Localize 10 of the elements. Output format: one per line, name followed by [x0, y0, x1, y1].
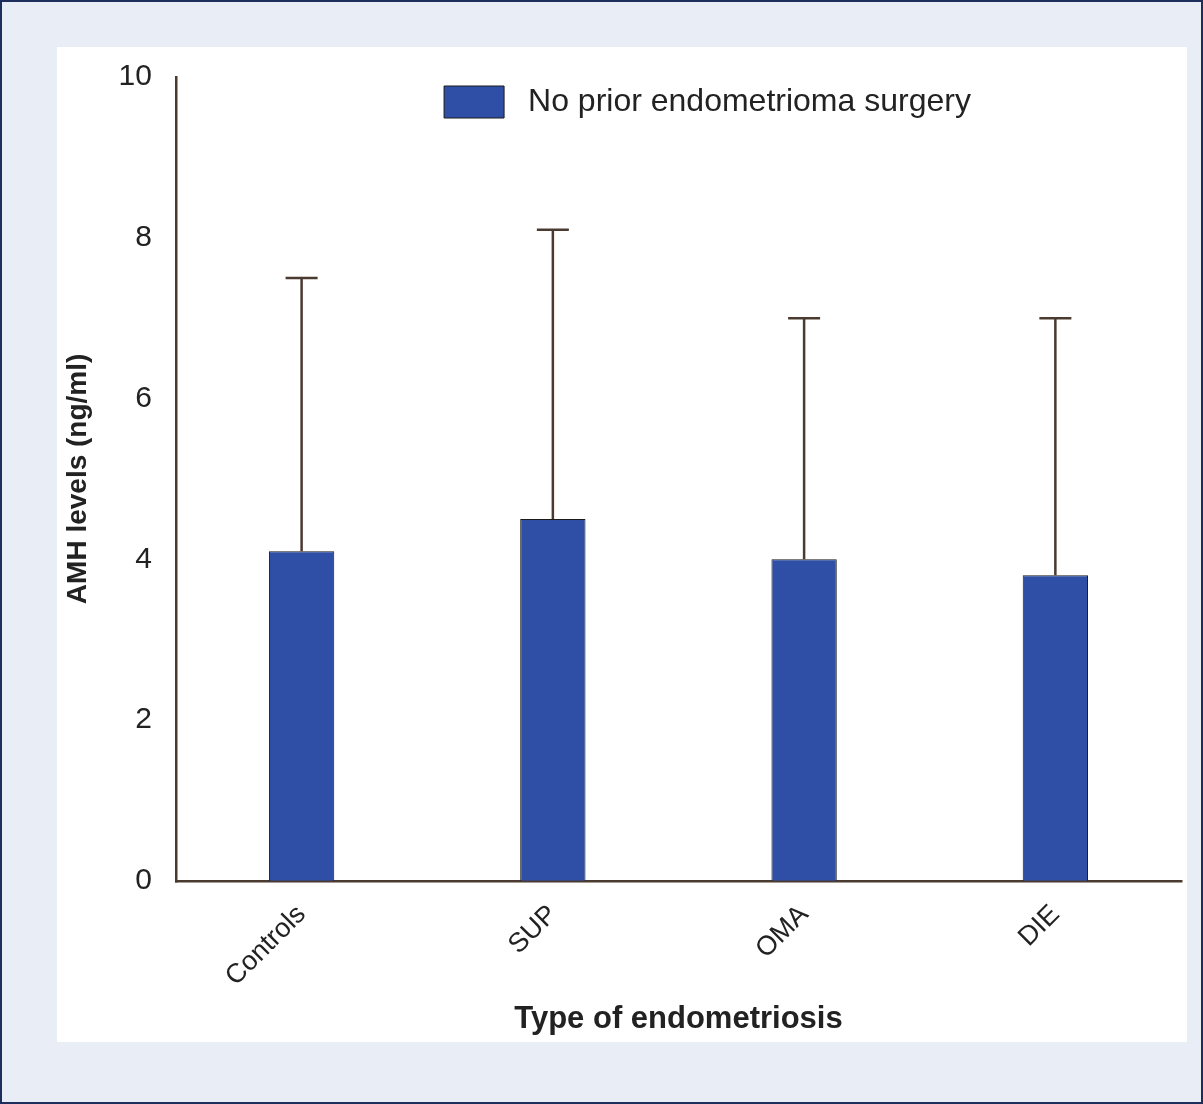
y-axis-title: AMH levels (ng/ml)	[60, 353, 92, 605]
y-tick-label: 10	[118, 58, 152, 92]
y-tick-label: 8	[135, 219, 152, 253]
y-tick-label: 6	[135, 379, 152, 413]
legend-label: No prior endometrioma surgery	[528, 81, 971, 118]
y-tick-label: 2	[135, 701, 152, 735]
y-tick-label: 4	[135, 540, 152, 574]
x-tick-label: DIE	[1011, 898, 1065, 952]
y-tick-label: 0	[135, 862, 152, 896]
x-axis-title: Type of endometriosis	[514, 999, 843, 1035]
